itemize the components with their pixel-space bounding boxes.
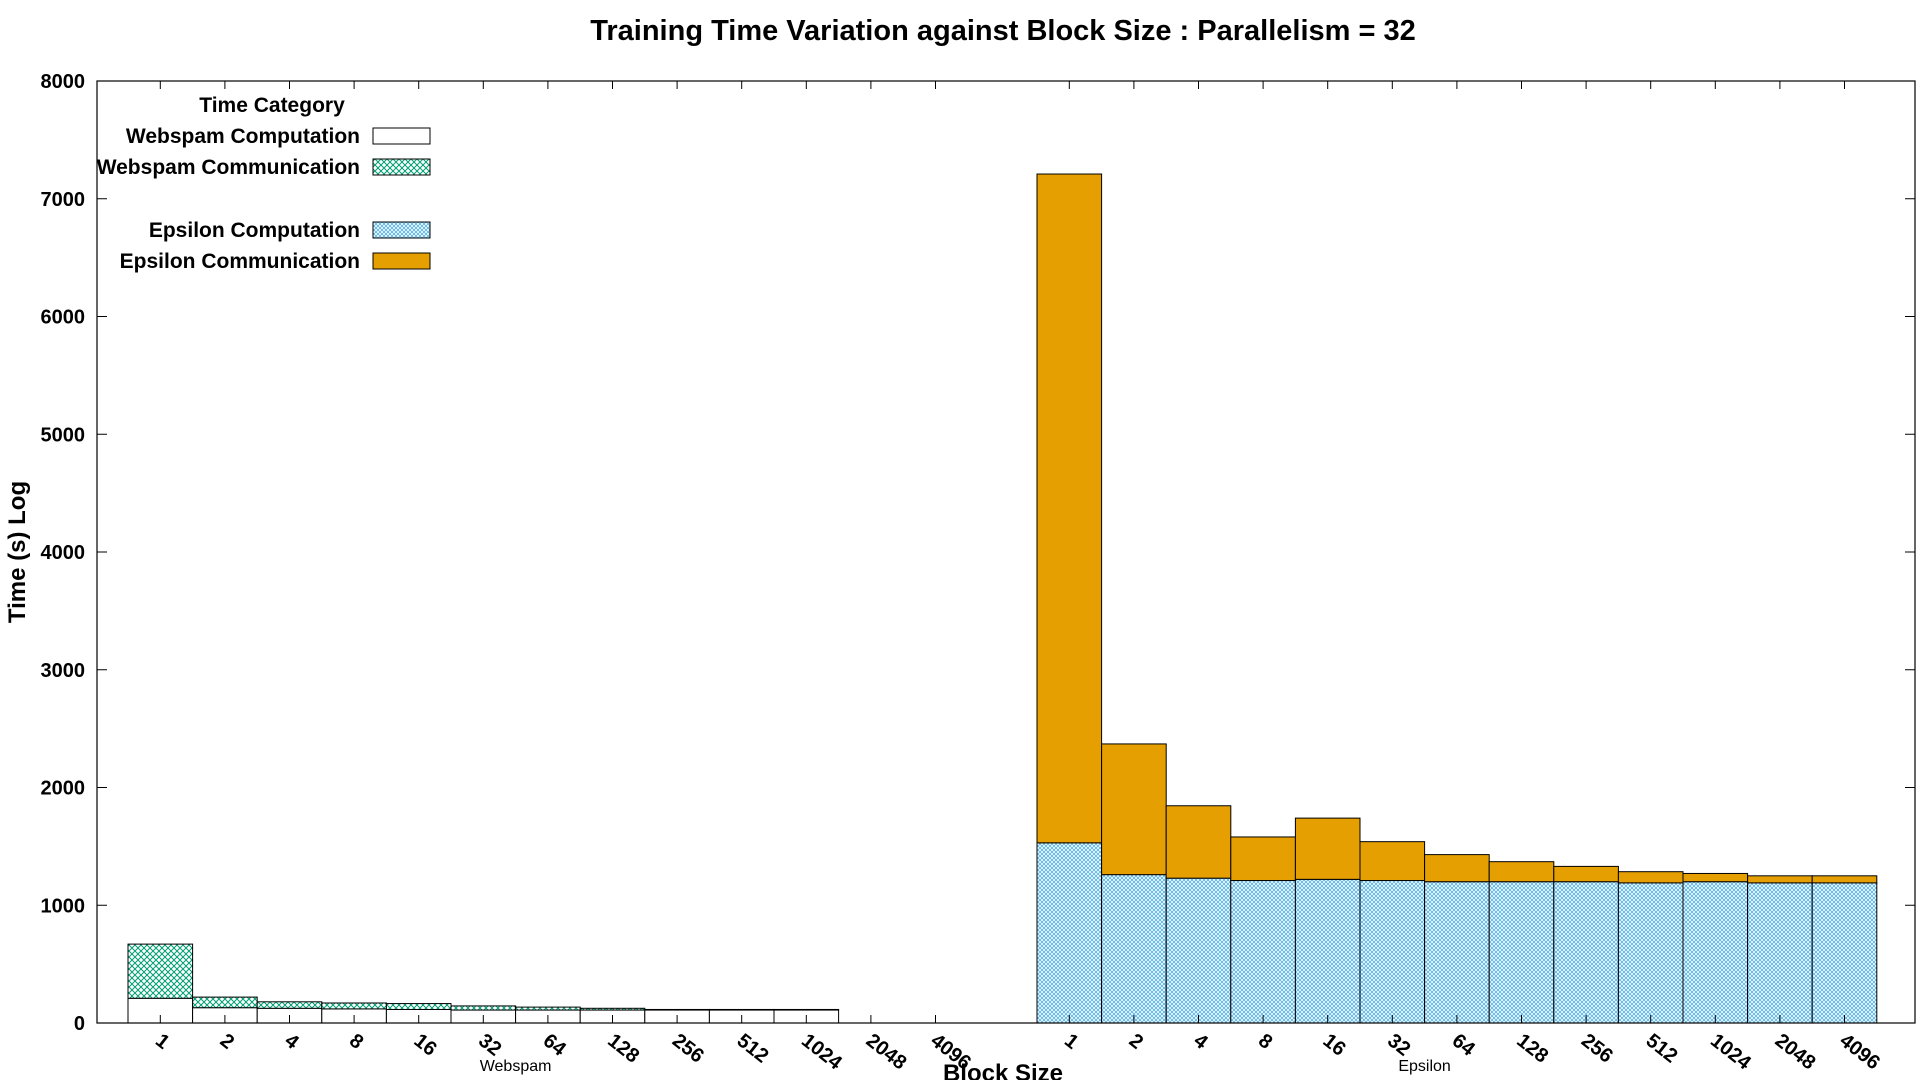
- x-tick-label: 4: [280, 1030, 303, 1055]
- x-tick-label: 256: [1577, 1030, 1617, 1068]
- legend-title: Time Category: [199, 94, 345, 117]
- epsilon-computation-bar: [1101, 874, 1167, 1024]
- x-tick-label: 64: [539, 1030, 571, 1062]
- y-tick-label: 6000: [41, 307, 86, 329]
- x-tick-label: 2: [216, 1030, 238, 1054]
- y-tick-label: 1000: [41, 895, 86, 917]
- x-tick-label: 32: [474, 1030, 505, 1061]
- legend-swatch: [372, 158, 431, 176]
- x-tick-label: 512: [733, 1030, 773, 1068]
- legend-entry-label: Epsilon Communication: [120, 250, 360, 273]
- x-tick-label: 64: [1448, 1030, 1480, 1062]
- chart-title: Training Time Variation against Block Si…: [590, 15, 1415, 47]
- x-tick-label: 128: [603, 1030, 643, 1068]
- group-label-webspam: Webspam: [480, 1058, 552, 1075]
- plot-frame: [96, 80, 1916, 1024]
- legend-swatch: [372, 221, 431, 239]
- x-tick-label: 8: [1254, 1030, 1276, 1054]
- legend-entry-label: Epsilon Computation: [149, 219, 360, 242]
- epsilon-communication-bar: [1294, 817, 1361, 880]
- epsilon-communication-bar: [1359, 841, 1426, 882]
- webspam-communication-bar: [321, 1002, 387, 1010]
- group-label-epsilon: Epsilon: [1398, 1058, 1450, 1075]
- x-tick-label: 16: [1319, 1030, 1350, 1061]
- epsilon-computation-bar: [1294, 878, 1361, 1024]
- epsilon-computation-bar: [1617, 882, 1684, 1024]
- x-tick-label: 512: [1642, 1030, 1682, 1068]
- webspam-communication-bar: [773, 1008, 840, 1011]
- group-labels: Webspam Epsilon: [480, 1058, 1451, 1075]
- x-tick-label: 4096: [1835, 1030, 1884, 1075]
- epsilon-computation-bar: [1682, 881, 1749, 1024]
- epsilon-communication-bar: [1488, 861, 1555, 883]
- epsilon-communication-bar: [1165, 805, 1232, 879]
- webspam-communication-bar: [515, 1006, 581, 1011]
- epsilon-communication-bar: [1682, 872, 1749, 883]
- legend-swatch: [372, 252, 431, 270]
- epsilon-computation-bar: [1488, 881, 1555, 1024]
- x-tick-label: 16: [410, 1030, 441, 1061]
- epsilon-communication-bar: [1811, 875, 1878, 884]
- y-tick-label: 8000: [41, 71, 86, 93]
- epsilon-communication-bar: [1424, 854, 1490, 883]
- x-tick-label: 1024: [797, 1030, 846, 1075]
- epsilon-communication-bar: [1101, 743, 1167, 876]
- epsilon-computation-bar: [1359, 880, 1426, 1024]
- y-tick-label: 2000: [41, 778, 86, 800]
- webspam-communication-bar: [127, 943, 194, 999]
- legend-entry-label: Webspam Communication: [97, 156, 360, 179]
- x-tick-label: 1: [1060, 1030, 1082, 1054]
- x-tick-label: 128: [1512, 1030, 1552, 1068]
- legend-entry-label: Webspam Computation: [126, 125, 360, 148]
- x-tick-label: 256: [668, 1030, 708, 1068]
- webspam-communication-bar: [708, 1008, 775, 1011]
- legend: Time Category Webspam Computation Webspam…: [97, 94, 431, 273]
- epsilon-communication-bar: [1036, 173, 1103, 844]
- webspam-communication-bar: [256, 1001, 323, 1009]
- y-tick-label: 4000: [41, 542, 86, 564]
- bar-marks: [127, 173, 1878, 1024]
- x-tick-label: 4: [1189, 1030, 1212, 1055]
- x-tick-label: 8: [345, 1030, 367, 1054]
- x-axis-label: Block Size: [943, 1060, 1063, 1080]
- legend-swatch: [372, 127, 431, 145]
- y-tick-label: 3000: [41, 660, 86, 682]
- x-tick-label: 2048: [1771, 1030, 1820, 1075]
- x-tick-label: 2048: [862, 1030, 911, 1075]
- epsilon-communication-bar: [1553, 865, 1619, 883]
- epsilon-communication-bar: [1230, 836, 1296, 882]
- webspam-communication-bar: [450, 1005, 517, 1011]
- y-tick-label: 0: [74, 1013, 85, 1035]
- y-axis-label: Time (s) Log: [4, 481, 31, 623]
- webspam-communication-bar: [192, 996, 258, 1009]
- epsilon-computation-bar: [1811, 882, 1878, 1024]
- webspam-communication-bar: [644, 1008, 710, 1011]
- x-tick-label: 1024: [1706, 1030, 1755, 1075]
- epsilon-computation-bar: [1424, 881, 1490, 1024]
- x-tick-label: 32: [1383, 1030, 1414, 1061]
- y-tick-label: 7000: [41, 189, 86, 211]
- y-tick-label: 5000: [41, 424, 86, 446]
- epsilon-computation-bar: [1747, 882, 1813, 1024]
- y-axis: 0 1000 2000 3000 4000 5000 6000 7000 8000: [41, 71, 1915, 1035]
- epsilon-computation-bar: [1036, 842, 1103, 1024]
- epsilon-communication-bar: [1747, 875, 1813, 884]
- webspam-communication-bar: [579, 1007, 646, 1011]
- epsilon-computation-bar: [1230, 880, 1296, 1024]
- epsilon-computation-bar: [1553, 881, 1619, 1024]
- x-tick-label: 1: [151, 1030, 173, 1054]
- epsilon-communication-bar: [1617, 871, 1684, 884]
- x-tick-label: 2: [1125, 1030, 1147, 1054]
- webspam-communication-bar: [385, 1003, 452, 1010]
- epsilon-computation-bar: [1165, 877, 1232, 1024]
